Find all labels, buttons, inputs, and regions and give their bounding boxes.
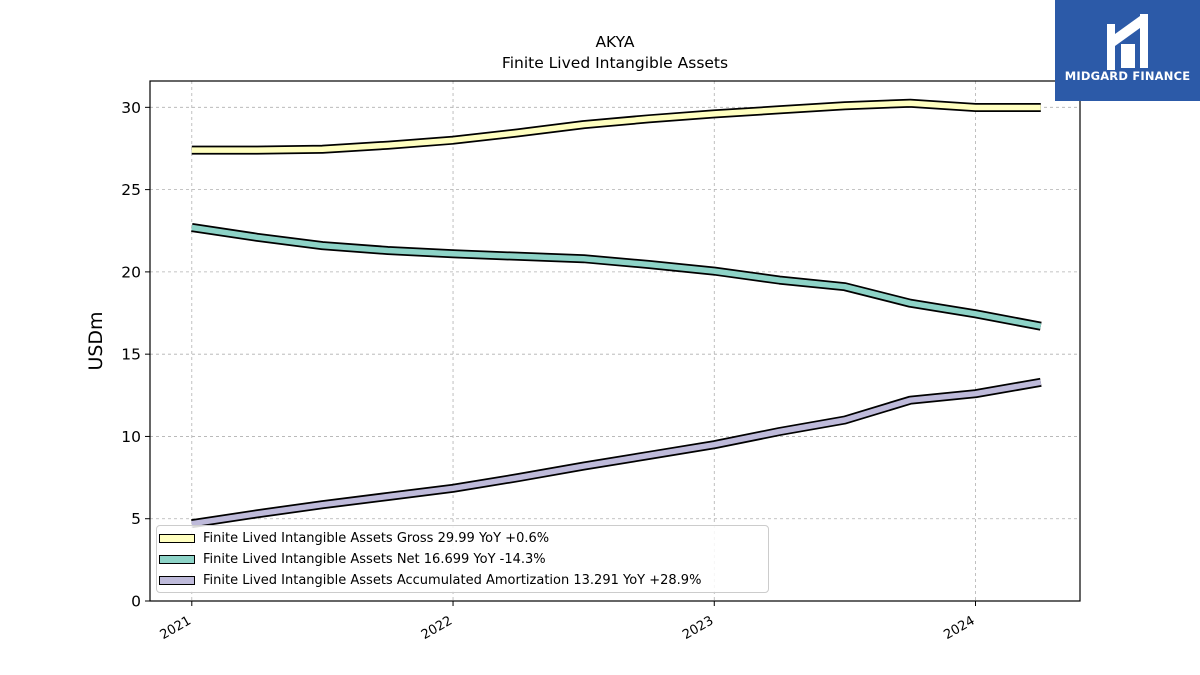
- y-axis-label: USDm: [85, 311, 107, 370]
- y-tick-label: 25: [121, 181, 141, 199]
- legend-item-amortization: Finite Lived Intangible Assets Accumulat…: [159, 571, 701, 589]
- x-tick-label: 2022: [419, 613, 455, 643]
- y-tick-label: 5: [131, 510, 141, 528]
- legend-label-gross: Finite Lived Intangible Assets Gross 29.…: [203, 530, 550, 546]
- logo-mark-icon: [1107, 14, 1148, 70]
- y-tick-label: 0: [131, 593, 141, 611]
- x-tick-label: 2021: [158, 613, 194, 643]
- legend-label-net: Finite Lived Intangible Assets Net 16.69…: [203, 551, 546, 567]
- legend-swatch-net: [159, 554, 195, 564]
- series-lines: [191, 98, 1042, 529]
- x-axis-ticks: 2021 2022 2023 2024: [158, 601, 978, 643]
- y-tick-label: 20: [121, 263, 141, 281]
- series-line-1: [191, 224, 1042, 329]
- legend-item-net: Finite Lived Intangible Assets Net 16.69…: [159, 550, 546, 568]
- y-tick-label: 10: [121, 428, 141, 446]
- y-tick-label: 15: [121, 346, 141, 364]
- legend-swatch-gross: [159, 533, 195, 543]
- y-tick-label: 30: [121, 99, 141, 117]
- y-axis-ticks: 0 5 10 15 20 25 30: [121, 99, 150, 611]
- legend-item-gross: Finite Lived Intangible Assets Gross 29.…: [159, 529, 549, 547]
- chart-subtitle: Finite Lived Intangible Assets: [502, 54, 728, 72]
- legend-swatch-amortization: [159, 575, 195, 585]
- x-tick-label: 2023: [680, 613, 716, 643]
- series-line-0: [191, 100, 1041, 153]
- series-line-2: [191, 379, 1042, 527]
- logo-text: MIDGARD FINANCE: [1064, 69, 1191, 83]
- series-line-outline-0: [191, 98, 1041, 155]
- x-tick-label: 2024: [941, 613, 977, 643]
- chart-title: AKYA: [595, 33, 634, 51]
- grid-lines: [150, 81, 1080, 601]
- legend-label-amortization: Finite Lived Intangible Assets Accumulat…: [203, 572, 702, 588]
- midgard-finance-logo: MIDGARD FINANCE: [1055, 0, 1200, 101]
- series-line-outline-1: [191, 223, 1042, 331]
- chart-legend: Finite Lived Intangible Assets Gross 29.…: [156, 525, 769, 593]
- plot-area-frame: [149, 80, 1081, 602]
